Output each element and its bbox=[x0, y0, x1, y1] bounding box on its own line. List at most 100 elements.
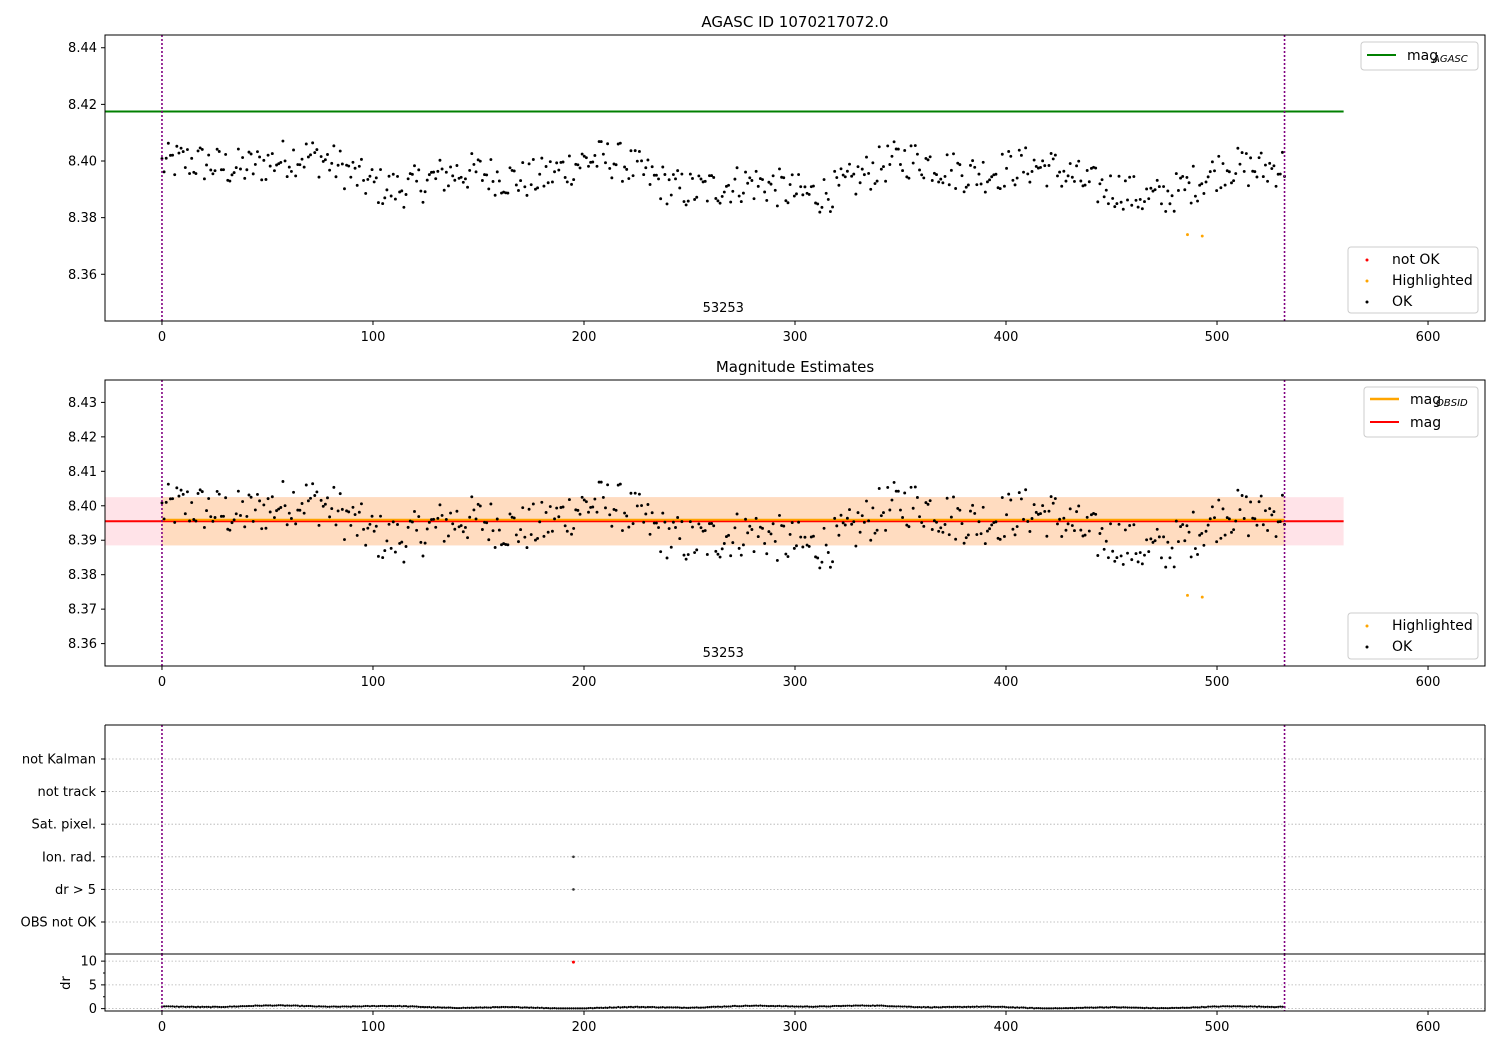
estimates-ok-point bbox=[604, 506, 607, 510]
estimates-ok-point bbox=[1249, 500, 1253, 504]
estimates-ok-point bbox=[272, 516, 276, 519]
agasc-ok-point bbox=[1170, 194, 1174, 198]
estimates-ok-point bbox=[567, 498, 571, 502]
agasc-ok-point bbox=[584, 156, 588, 160]
estimates-ok-point bbox=[886, 485, 890, 489]
agasc-ok-point bbox=[328, 168, 332, 172]
estimates-ytick-label: 8.42 bbox=[68, 430, 97, 445]
agasc-ok-point bbox=[298, 163, 302, 167]
dr-point bbox=[351, 1005, 355, 1008]
agasc-ok-point bbox=[769, 182, 773, 186]
dr-point bbox=[328, 1005, 331, 1008]
agasc-point-legend bbox=[1347, 246, 1479, 314]
agasc-ok-point bbox=[529, 183, 533, 187]
agasc-ok-point bbox=[476, 158, 480, 162]
agasc-ok-point bbox=[988, 178, 992, 182]
estimates-legend-ok-label: OK bbox=[1392, 639, 1413, 655]
estimates-ok-point bbox=[915, 496, 919, 499]
dr-point bbox=[536, 1006, 539, 1009]
dr-point bbox=[1211, 1005, 1214, 1008]
estimates-ok-point bbox=[909, 485, 913, 489]
agasc-ok-point bbox=[1160, 202, 1163, 206]
estimates-ok-point bbox=[315, 490, 319, 494]
agasc-ok-point bbox=[918, 168, 921, 172]
agasc-ok-point bbox=[1268, 161, 1272, 165]
dr-point bbox=[502, 1005, 505, 1009]
dr-point bbox=[954, 1005, 957, 1009]
estimates-ok-point bbox=[209, 515, 213, 519]
estimates-ok-point bbox=[1047, 509, 1051, 513]
dr-point bbox=[184, 1005, 187, 1009]
dr-point bbox=[1071, 1006, 1074, 1010]
dr-point bbox=[648, 1006, 652, 1009]
dr-point bbox=[1098, 1006, 1102, 1009]
agasc-ok-point bbox=[1123, 179, 1127, 183]
estimates-ok-point bbox=[1274, 535, 1278, 538]
dr-point bbox=[564, 1007, 567, 1010]
estimates-ok-point bbox=[990, 523, 994, 527]
dr-point bbox=[196, 1005, 200, 1008]
dr-point bbox=[920, 1006, 923, 1009]
estimates-ok-point bbox=[268, 510, 272, 514]
agasc-ok-point bbox=[983, 190, 987, 194]
agasc-ok-point bbox=[538, 172, 542, 176]
dr-point bbox=[905, 1005, 908, 1008]
estimates-ok-point bbox=[491, 529, 495, 533]
agasc-ok-point bbox=[761, 178, 764, 182]
estimates-ok-point bbox=[256, 492, 259, 496]
estimates-ok-point bbox=[983, 542, 987, 546]
estimates-ok-point bbox=[1257, 500, 1261, 504]
agasc-ok-point bbox=[1208, 170, 1212, 174]
estimates-ok-point bbox=[1247, 534, 1250, 538]
estimates-ok-point bbox=[1160, 556, 1163, 560]
dr-point bbox=[494, 1006, 497, 1009]
dr-point bbox=[1243, 1005, 1246, 1008]
estimates-ok-point bbox=[555, 506, 559, 510]
agasc-line-legend bbox=[1360, 41, 1479, 71]
dr-point bbox=[931, 1006, 934, 1009]
dr-point bbox=[1251, 1005, 1254, 1008]
dr-point bbox=[264, 1004, 268, 1007]
agasc-ok-point bbox=[754, 169, 758, 173]
estimates-ok-point bbox=[1217, 498, 1221, 502]
dr-point bbox=[496, 1005, 499, 1009]
estimates-ok-point bbox=[400, 540, 404, 544]
agasc-ok-point bbox=[1223, 183, 1227, 187]
estimates-ok-point bbox=[415, 528, 419, 532]
agasc-ok-point bbox=[924, 156, 928, 160]
agasc-ok-point bbox=[920, 173, 924, 177]
estimates-ok-point bbox=[1077, 504, 1081, 508]
agasc-ok-point bbox=[383, 196, 387, 200]
dr-point bbox=[254, 1004, 257, 1007]
estimates-ok-point bbox=[188, 519, 192, 523]
estimates-ok-point bbox=[595, 510, 599, 514]
dr-point bbox=[1079, 1006, 1082, 1009]
dr-point bbox=[600, 1006, 603, 1009]
dr-point bbox=[835, 1004, 838, 1008]
dr-point bbox=[1145, 1006, 1148, 1009]
dr-point bbox=[506, 1005, 509, 1009]
estimates-ok-point bbox=[633, 491, 637, 495]
dr-point bbox=[1124, 1006, 1127, 1009]
dr-point bbox=[190, 1005, 193, 1008]
estimates-ok-point bbox=[181, 492, 185, 496]
agasc-ok-point bbox=[294, 174, 298, 178]
estimates-highlighted-point bbox=[1186, 593, 1189, 597]
estimates-ok-point bbox=[570, 532, 573, 536]
dr-point bbox=[269, 1004, 272, 1007]
estimates-ok-point bbox=[584, 500, 588, 504]
dr-point bbox=[716, 1005, 720, 1008]
agasc-ok-point bbox=[372, 180, 376, 184]
dr-point bbox=[742, 1004, 745, 1008]
agasc-ok-point bbox=[601, 152, 605, 156]
dr-point bbox=[799, 1005, 802, 1008]
agasc-ok-point bbox=[463, 177, 467, 181]
agasc-ok-point bbox=[340, 162, 344, 166]
agasc-xtick-label: 100 bbox=[361, 330, 386, 345]
estimates-ok-point bbox=[279, 506, 283, 509]
dr-point bbox=[398, 1004, 401, 1007]
agasc-ok-point bbox=[816, 202, 820, 206]
dr-point bbox=[640, 1005, 643, 1009]
estimates-ok-point bbox=[816, 556, 820, 560]
estimates-ok-point bbox=[824, 543, 828, 547]
